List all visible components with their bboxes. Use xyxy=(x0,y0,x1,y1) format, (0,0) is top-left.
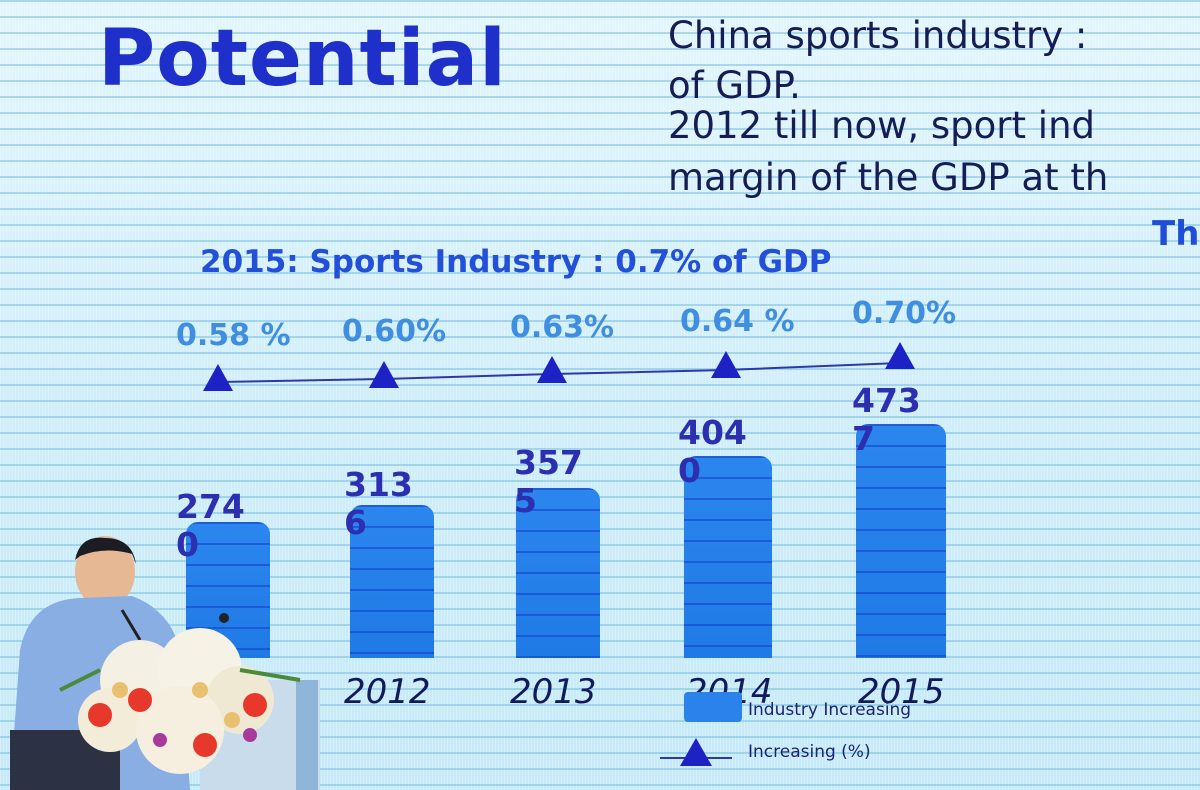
bar-value-2015: 473 7 xyxy=(852,381,921,458)
speaker-photo xyxy=(10,536,320,790)
legend-label-percent: Increasing (%) xyxy=(748,742,871,762)
bar-2015 xyxy=(856,424,946,658)
bar-value-2014: 404 0 xyxy=(678,413,747,490)
cut-off-text: Th xyxy=(1152,214,1200,254)
legend-label-industry: Industry Increasing xyxy=(748,700,912,720)
percent-label-2013: 0.63% xyxy=(510,310,615,345)
triangle-marker-icon xyxy=(203,364,233,391)
bar-value-2012: 313 6 xyxy=(344,465,413,542)
percent-label-2012: 0.60% xyxy=(342,314,447,349)
description-line-4: margin of the GDP at th xyxy=(668,156,1109,199)
x-tick-2012: 2012 xyxy=(344,672,431,712)
legend-bar-swatch-icon xyxy=(684,692,742,722)
bar-value-2011: 274 0 xyxy=(176,487,245,564)
percent-label-2015: 0.70% xyxy=(852,296,957,331)
description-line-3: 2012 till now, sport ind xyxy=(668,104,1095,147)
percent-label-2014: 0.64 % xyxy=(680,304,795,339)
bar-2014 xyxy=(684,456,772,658)
bar-value-2013: 357 5 xyxy=(514,443,583,520)
description-line-1: China sports industry : xyxy=(668,14,1088,57)
chart-title: 2015: Sports Industry : 0.7% of GDP xyxy=(200,244,832,280)
bar-2013 xyxy=(516,488,600,658)
x-tick-2015: 2015 xyxy=(858,672,945,712)
triangle-marker-icon xyxy=(537,356,567,383)
triangle-marker-icon xyxy=(885,342,915,369)
triangle-marker-icon xyxy=(711,351,741,378)
legend-triangle-line-icon xyxy=(660,738,732,766)
slide-title: Potential xyxy=(98,14,507,104)
x-tick-2013: 2013 xyxy=(510,672,597,712)
description-line-2: of GDP. xyxy=(668,64,801,107)
triangle-marker-icon xyxy=(369,361,399,388)
bar-2012 xyxy=(350,505,434,658)
percent-label-2011: 0.58 % xyxy=(176,318,291,353)
